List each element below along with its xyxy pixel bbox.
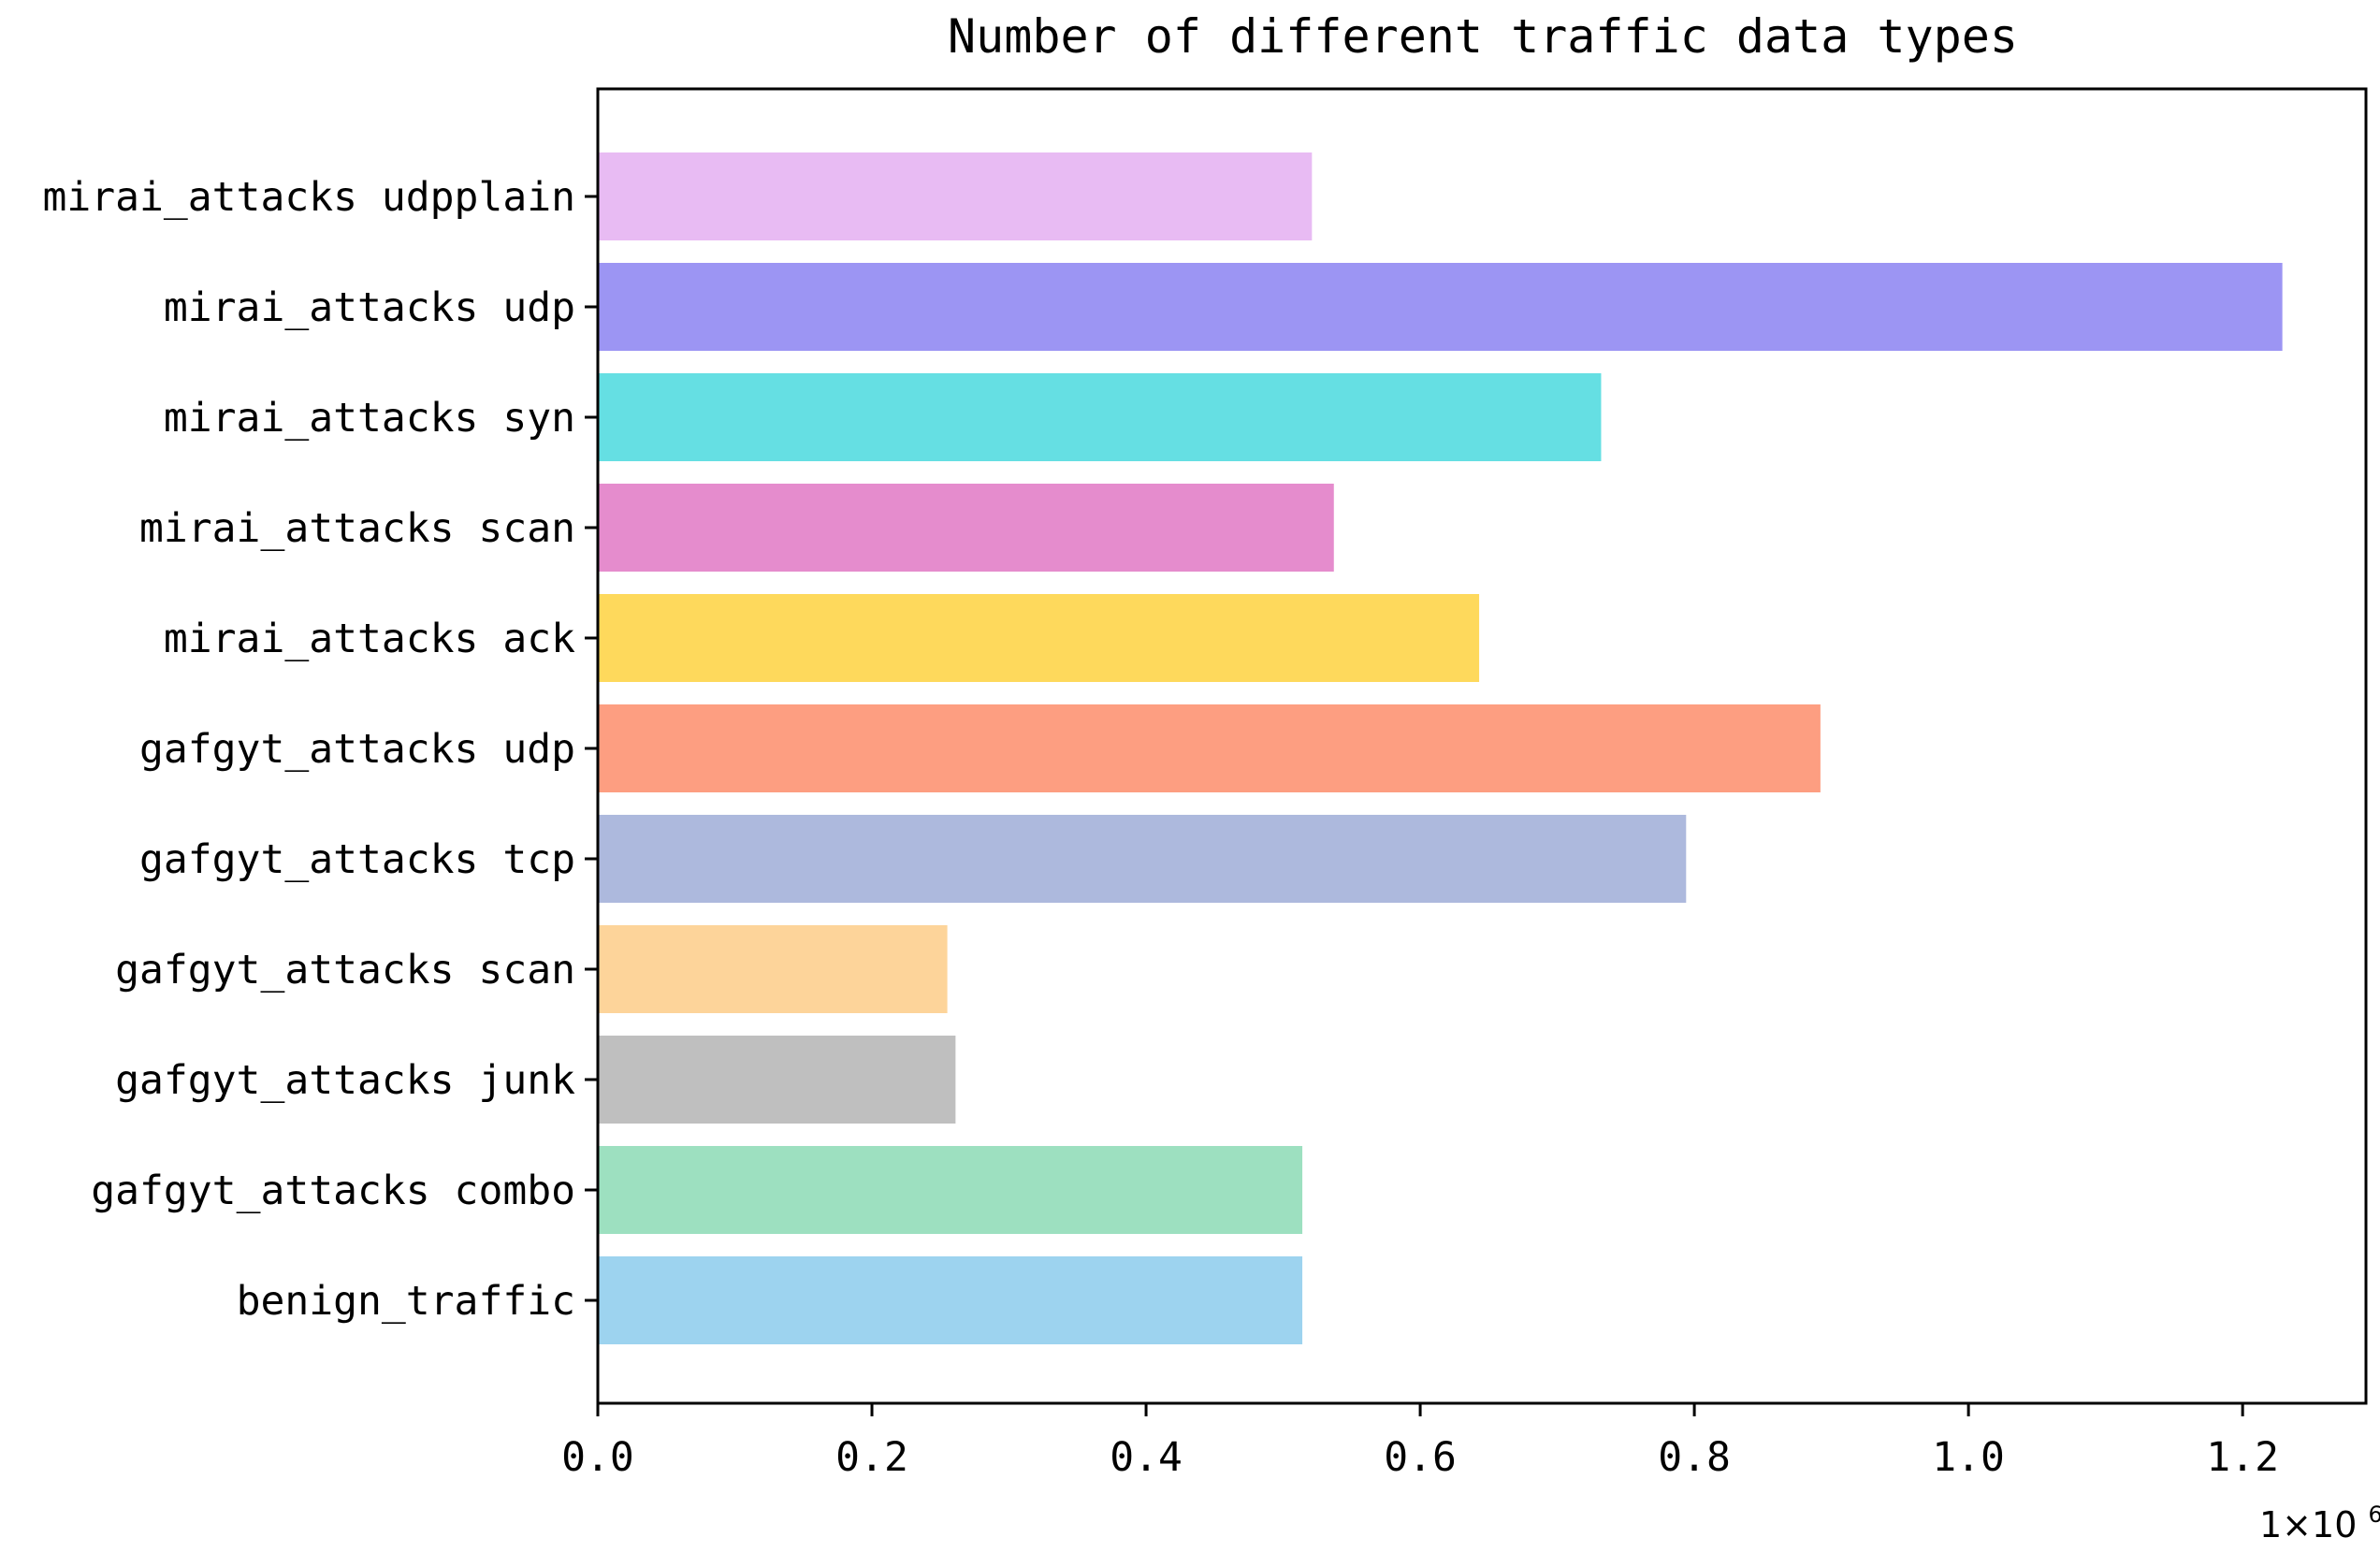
y-tick-label-gafgyt-attacks-scan: gafgyt_attacks scan	[115, 947, 575, 994]
y-tick-label-gafgyt-attacks-combo: gafgyt_attacks combo	[91, 1168, 575, 1214]
x-tick-label-5: 1.0	[1932, 1434, 2005, 1481]
bar-gafgyt-attacks-scan	[598, 925, 948, 1013]
x-tick-label-6: 1.2	[2206, 1434, 2279, 1481]
y-tick-label-benign-traffic: benign_traffic	[237, 1278, 575, 1325]
y-tick-label-mirai-attacks-ack: mirai_attacks ack	[164, 616, 575, 662]
x-tick-label-3: 0.6	[1384, 1434, 1457, 1481]
y-tick-label-gafgyt-attacks-udp: gafgyt_attacks udp	[139, 726, 575, 773]
bar-gafgyt-attacks-udp	[598, 704, 1821, 792]
x-axis-scale-label: 1×10 6	[2259, 1501, 2380, 1545]
bars-group	[598, 152, 2283, 1344]
y-tick-label-mirai-attacks-scan: mirai_attacks scan	[139, 505, 575, 552]
bar-gafgyt-attacks-tcp	[598, 815, 1687, 903]
x-tick-label-0: 0.0	[561, 1434, 634, 1481]
bar-gafgyt-attacks-combo	[598, 1146, 1303, 1234]
y-tick-label-gafgyt-attacks-junk: gafgyt_attacks junk	[115, 1057, 575, 1104]
x-axis-scale-base: 1×10	[2259, 1504, 2357, 1545]
bar-mirai-attacks-udp	[598, 263, 2283, 351]
y-tick-label-mirai-attacks-syn: mirai_attacks syn	[164, 395, 575, 442]
y-axis: benign_traffic gafgyt_attacks combo gafgyt…	[42, 174, 598, 1325]
x-tick-label-1: 0.2	[835, 1434, 908, 1481]
x-axis: 0.0 0.2 0.4 0.6 0.8 1.0 1.2	[561, 1403, 2279, 1481]
bar-mirai-attacks-scan	[598, 484, 1334, 572]
x-tick-label-4: 0.8	[1658, 1434, 1731, 1481]
plot-frame	[596, 87, 2368, 1405]
bar-mirai-attacks-udpplain	[598, 152, 1313, 240]
bar-mirai-attacks-ack	[598, 594, 1480, 682]
bar-mirai-attacks-syn	[598, 373, 1602, 461]
y-tick-label-mirai-attacks-udpplain: mirai_attacks udpplain	[42, 174, 575, 221]
x-axis-scale-exponent: 6	[2368, 1501, 2380, 1528]
bar-gafgyt-attacks-junk	[598, 1036, 956, 1124]
y-tick-label-gafgyt-attacks-tcp: gafgyt_attacks tcp	[139, 836, 575, 883]
y-tick-label-mirai-attacks-udp: mirai_attacks udp	[164, 284, 575, 331]
x-tick-label-2: 0.4	[1110, 1434, 1183, 1481]
bar-benign-traffic	[598, 1256, 1303, 1344]
chart-title: Number of different traffic data types	[948, 9, 2018, 64]
